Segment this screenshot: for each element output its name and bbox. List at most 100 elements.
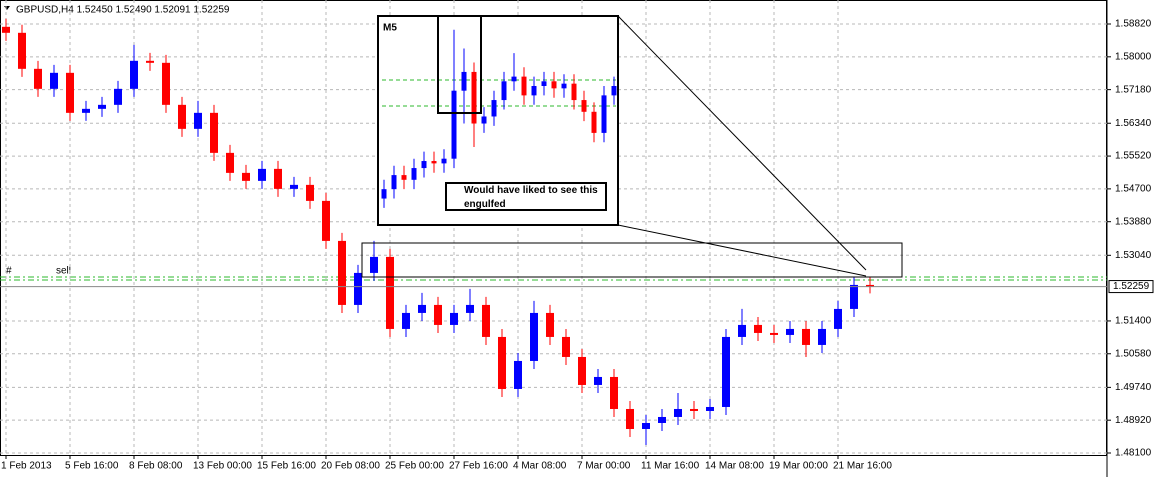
x-tick-label: 21 Mar 16:00 (833, 461, 892, 472)
candle-body (581, 100, 587, 112)
candle-body (491, 100, 497, 117)
candle-body (530, 312, 538, 361)
x-tick-label: 8 Feb 08:00 (129, 461, 183, 472)
inset-title: M5 (383, 23, 397, 34)
candle-body (178, 104, 186, 129)
candle-body (322, 200, 330, 241)
candle-body (578, 356, 586, 385)
candle-body (481, 116, 487, 124)
candle-body (441, 158, 447, 164)
candle-body (451, 90, 457, 159)
candle-body (226, 152, 234, 173)
y-tick-label: 1.53880 (1115, 216, 1152, 227)
candle-body (834, 308, 842, 329)
candle-body (461, 71, 467, 91)
price-tag (1108, 280, 1154, 294)
candle-body (386, 256, 394, 329)
candle-body (194, 112, 202, 129)
y-tick-label: 1.48920 (1115, 415, 1152, 426)
zoom-box (361, 242, 903, 278)
candle-body (802, 328, 810, 345)
order-label: sell (56, 266, 71, 277)
candle-body (738, 324, 746, 337)
y-tick-label: 1.53040 (1115, 250, 1152, 261)
candle-body (754, 324, 762, 333)
annotation-wrap: Would have liked to see this engulfed (464, 185, 598, 209)
candle-body (514, 360, 522, 389)
candle-body (114, 88, 122, 105)
x-tick-label: 20 Feb 08:00 (321, 461, 380, 472)
candle-body (130, 60, 138, 89)
x-tick-label: 4 Mar 08:00 (513, 461, 567, 472)
chart-header: GBPUSD,H4 1.52450 1.52490 1.52091 1.5225… (16, 5, 230, 16)
candle-body (690, 408, 698, 411)
candle-body (18, 32, 26, 69)
zoom-connector (617, 15, 867, 271)
candle-body (450, 312, 458, 325)
x-tick-label: 5 Feb 16:00 (65, 461, 119, 472)
candle-body (210, 112, 218, 153)
candle-body (146, 60, 154, 63)
candle-body (531, 86, 537, 96)
candle-body (551, 81, 557, 89)
x-tick-label: 7 Mar 00:00 (577, 461, 631, 472)
candle-body (434, 304, 442, 325)
candle-body (306, 184, 314, 201)
order-marker: # (6, 266, 12, 277)
x-tick-label: 19 Mar 00:00 (769, 461, 828, 472)
candle-body (391, 175, 397, 190)
candle-body (98, 104, 106, 109)
candle-body (562, 336, 570, 357)
candle-body (591, 111, 597, 133)
zoom-connector (617, 224, 867, 277)
candle-body (594, 376, 602, 385)
y-tick-label: 1.58000 (1115, 51, 1152, 62)
candle-body (466, 304, 474, 313)
candle-body (290, 184, 298, 189)
candle-body (521, 76, 527, 96)
candle-body (818, 328, 826, 345)
y-tick-label: 1.50580 (1115, 348, 1152, 359)
candle-body (162, 62, 170, 105)
candle-body (418, 304, 426, 313)
candle-body (471, 71, 477, 124)
candle-body (786, 328, 794, 335)
candle-body (642, 422, 650, 429)
x-tick-label: 15 Feb 16:00 (257, 461, 316, 472)
candle-body (511, 76, 517, 82)
candle-body (401, 175, 407, 180)
candle-body (381, 189, 387, 199)
candle-body (722, 336, 730, 407)
y-tick-label: 1.51400 (1115, 316, 1152, 327)
candle-body (501, 81, 507, 101)
candle-body (431, 161, 437, 164)
candle-body (242, 172, 250, 181)
x-tick-label: 25 Feb 00:00 (385, 461, 444, 472)
inset-chart (381, 29, 617, 208)
highlight-box (437, 15, 482, 114)
candle-body (411, 168, 417, 180)
candle-body (66, 72, 74, 113)
x-tick-label: 13 Feb 00:00 (193, 461, 252, 472)
y-tick-label: 1.49740 (1115, 382, 1152, 393)
y-tick-label: 1.48100 (1115, 448, 1152, 459)
candle-body (674, 408, 682, 417)
candle-body (354, 272, 362, 305)
x-tick-label: 14 Mar 08:00 (705, 461, 764, 472)
annotation-box (445, 182, 607, 211)
candle-body (50, 72, 58, 89)
candle-body (706, 406, 714, 411)
candle-body (546, 312, 554, 337)
y-tick-label: 1.54700 (1115, 184, 1152, 195)
price-tag-label: 1.52259 (1113, 281, 1150, 292)
candle-body (370, 256, 378, 273)
candle-body (626, 408, 634, 429)
candle-body (561, 83, 567, 89)
candle-body (338, 240, 346, 305)
candle-body (866, 284, 874, 287)
candle-body (82, 108, 90, 113)
candle-body (601, 95, 607, 133)
candle-body (611, 86, 617, 96)
